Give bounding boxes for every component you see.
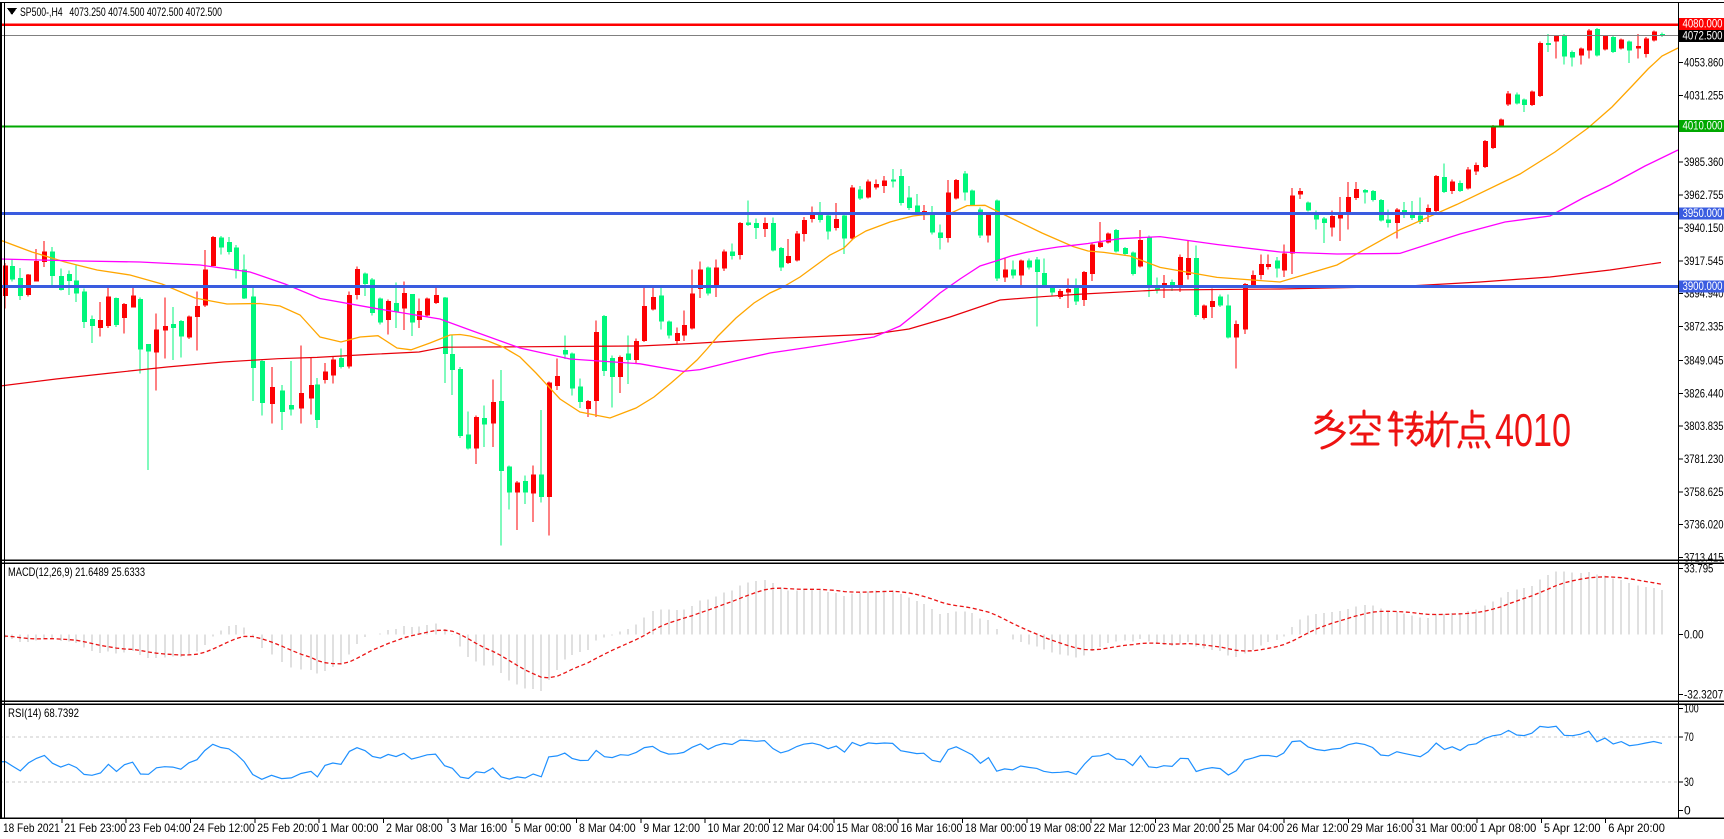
svg-text:29 Mar 16:00: 29 Mar 16:00	[1351, 821, 1413, 835]
svg-text:3940.150: 3940.150	[1684, 221, 1724, 235]
svg-text:SP500-,H4 4073.250 4074.500 4: SP500-,H4 4073.250 4074.500 4072.500 407…	[20, 5, 222, 19]
svg-text:26 Mar 12:00: 26 Mar 12:00	[1287, 821, 1349, 835]
svg-text:3962.755: 3962.755	[1684, 188, 1724, 202]
svg-text:25 Feb 20:00: 25 Feb 20:00	[257, 821, 319, 835]
svg-text:33.795: 33.795	[1684, 562, 1714, 576]
svg-text:2 Mar 08:00: 2 Mar 08:00	[386, 821, 443, 835]
svg-text:4072.500: 4072.500	[1683, 28, 1723, 42]
svg-text:1 Mar 00:00: 1 Mar 00:00	[322, 821, 379, 835]
svg-text:0: 0	[1684, 804, 1691, 818]
svg-text:3736.020: 3736.020	[1684, 518, 1724, 532]
svg-text:3849.045: 3849.045	[1684, 353, 1724, 367]
svg-text:4053.860: 4053.860	[1684, 56, 1724, 70]
svg-text:3803.835: 3803.835	[1684, 419, 1724, 433]
svg-text:MACD(12,26,9) 21.6489 25.6333: MACD(12,26,9) 21.6489 25.6333	[8, 565, 145, 579]
svg-text:15 Mar 08:00: 15 Mar 08:00	[836, 821, 898, 835]
svg-text:4080.000: 4080.000	[1683, 16, 1723, 30]
svg-text:0.00: 0.00	[1684, 627, 1704, 641]
svg-text:6 Apr 20:00: 6 Apr 20:00	[1608, 821, 1665, 835]
svg-text:22 Mar 12:00: 22 Mar 12:00	[1094, 821, 1156, 835]
svg-text:3917.545: 3917.545	[1684, 254, 1724, 268]
svg-text:RSI(14) 68.7392: RSI(14) 68.7392	[8, 706, 79, 720]
svg-text:5 Apr 12:00: 5 Apr 12:00	[1544, 821, 1601, 835]
svg-text:1 Apr 08:00: 1 Apr 08:00	[1480, 821, 1537, 835]
svg-text:3900.000: 3900.000	[1683, 279, 1723, 293]
svg-text:3758.625: 3758.625	[1684, 485, 1724, 499]
svg-text:3950.000: 3950.000	[1683, 206, 1723, 220]
svg-text:3826.440: 3826.440	[1684, 386, 1724, 400]
svg-text:12 Mar 04:00: 12 Mar 04:00	[772, 821, 834, 835]
svg-text:4010: 4010	[1495, 404, 1571, 456]
svg-text:23 Mar 20:00: 23 Mar 20:00	[1158, 821, 1220, 835]
svg-text:21 Feb 23:00: 21 Feb 23:00	[64, 821, 126, 835]
svg-text:8 Mar 04:00: 8 Mar 04:00	[579, 821, 636, 835]
svg-text:23 Feb 04:00: 23 Feb 04:00	[129, 821, 191, 835]
svg-text:4010.000: 4010.000	[1683, 119, 1723, 133]
svg-text:3985.360: 3985.360	[1684, 155, 1724, 169]
svg-text:3872.335: 3872.335	[1684, 320, 1724, 334]
svg-text:19 Mar 08:00: 19 Mar 08:00	[1029, 821, 1091, 835]
svg-text:31 Mar 00:00: 31 Mar 00:00	[1415, 821, 1477, 835]
svg-text:3713.415: 3713.415	[1684, 551, 1724, 565]
svg-text:10 Mar 20:00: 10 Mar 20:00	[708, 821, 770, 835]
svg-text:16 Mar 16:00: 16 Mar 16:00	[901, 821, 963, 835]
svg-text:3781.230: 3781.230	[1684, 452, 1724, 466]
svg-text:100: 100	[1684, 702, 1699, 716]
svg-text:24 Feb 12:00: 24 Feb 12:00	[193, 821, 255, 835]
svg-text:30: 30	[1684, 775, 1694, 789]
svg-text:9 Mar 12:00: 9 Mar 12:00	[643, 821, 700, 835]
svg-text:70: 70	[1684, 730, 1694, 744]
svg-text:4031.255: 4031.255	[1684, 89, 1724, 103]
svg-text:25 Mar 04:00: 25 Mar 04:00	[1222, 821, 1284, 835]
svg-text:5 Mar 00:00: 5 Mar 00:00	[515, 821, 572, 835]
svg-text:18 Feb 2021: 18 Feb 2021	[3, 821, 60, 835]
svg-text:-32.3207: -32.3207	[1684, 688, 1723, 702]
svg-text:18 Mar 00:00: 18 Mar 00:00	[965, 821, 1027, 835]
svg-text:3 Mar 16:00: 3 Mar 16:00	[450, 821, 507, 835]
